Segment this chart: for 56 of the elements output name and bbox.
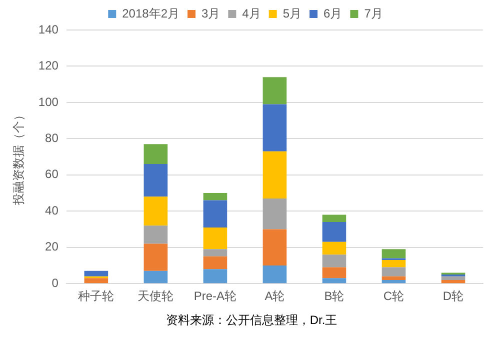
- bar: [382, 267, 406, 276]
- bar: [203, 193, 228, 200]
- bar: [203, 249, 228, 256]
- x-tick-label: D轮: [442, 289, 464, 304]
- bar: [262, 151, 287, 198]
- bar: [203, 200, 228, 228]
- bar: [203, 227, 228, 250]
- y-tick-label: 140: [38, 22, 59, 36]
- y-tick-label: 120: [38, 58, 59, 73]
- legend-label: 5月: [282, 6, 302, 20]
- bar: [144, 196, 168, 226]
- y-tick-label: 80: [45, 131, 59, 145]
- bar: [322, 214, 346, 222]
- y-tick-label: 0: [52, 276, 59, 290]
- bar: [144, 244, 168, 271]
- bar: [382, 276, 406, 280]
- legend-label: 6月: [324, 6, 342, 20]
- y-tick-label: 20: [45, 240, 59, 254]
- y-axis-title: 投融资数据（个）: [12, 108, 26, 206]
- bar: [441, 276, 466, 280]
- bar: [262, 229, 287, 266]
- bar: [144, 164, 168, 197]
- bar: [144, 226, 168, 244]
- bar: [262, 265, 287, 284]
- text: 资料来源：公开信息整理，Dr.王: [164, 312, 338, 329]
- x-tick-label: Pre-A轮: [194, 289, 237, 304]
- x-tick-label: 天使轮: [138, 289, 174, 304]
- y-tick-label: 60: [45, 167, 59, 182]
- bar: [144, 144, 168, 164]
- y-tick-label: 100: [38, 94, 59, 109]
- y-tick-label: 40: [45, 203, 59, 218]
- bar: [322, 222, 346, 242]
- legend-label: 3月: [202, 6, 220, 20]
- bar: [322, 278, 346, 284]
- bar: [84, 270, 108, 276]
- bar: [144, 270, 168, 284]
- x-tick-label: 种子轮: [78, 289, 114, 304]
- bar: [322, 267, 346, 278]
- bar: [203, 269, 228, 284]
- bar: [382, 249, 406, 258]
- x-tick-label: A轮: [264, 289, 285, 304]
- bar: [382, 280, 406, 284]
- legend-label: 4月: [242, 6, 261, 20]
- bar: [203, 256, 228, 270]
- bar: [322, 254, 346, 268]
- x-tick-label: B轮: [324, 289, 344, 304]
- bar: [262, 198, 287, 230]
- bar: [441, 280, 466, 284]
- legend-label: 2018年2月: [122, 6, 180, 20]
- x-tick-label: C轮: [383, 289, 404, 304]
- bar: [262, 104, 287, 152]
- bar: [382, 260, 406, 268]
- bar: [322, 242, 346, 255]
- legend-label: 7月: [364, 6, 383, 20]
- bar: [84, 278, 108, 284]
- bar: [262, 77, 287, 104]
